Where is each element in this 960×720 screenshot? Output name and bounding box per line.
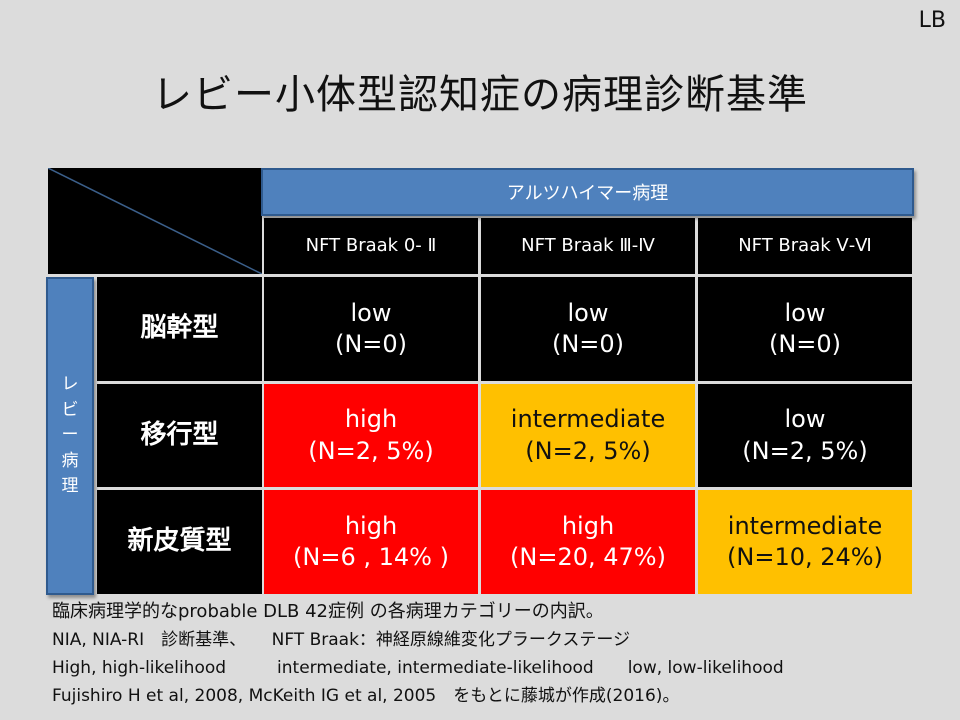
likelihood-level: low <box>567 298 609 327</box>
likelihood-level: intermediate <box>727 511 883 540</box>
likelihood-level: high <box>344 405 398 434</box>
likelihood-level: low <box>784 405 826 434</box>
likelihood-level: high <box>344 511 398 540</box>
case-count: (N=0) <box>768 330 842 358</box>
corner-tag: LB <box>918 8 946 33</box>
table-cell: low (N=0) <box>698 277 912 381</box>
table-cell: high (N=2, 5%) <box>264 384 478 487</box>
likelihood-level: low <box>784 298 826 327</box>
case-count: (N=20, 47%) <box>510 543 666 571</box>
footnote-line: 臨床病理学的なprobable DLB 42症例 の各病理カテゴリーの内訳。 <box>52 601 604 622</box>
case-count: (N=0) <box>334 330 408 358</box>
table-cell: intermediate (N=2, 5%) <box>481 384 695 487</box>
likelihood-level: high <box>561 511 615 540</box>
slide-title: レビー小体型認知症の病理診断基準 <box>152 72 808 118</box>
lewy-label-char: レ <box>61 374 79 395</box>
column-header-braak-5-6: NFT Braak Ⅴ-Ⅵ <box>698 218 912 274</box>
row-header-brainstem: 脳幹型 <box>97 277 262 381</box>
diagonal-line <box>48 168 262 274</box>
footnote-line: High, high-likelihood intermediate, inte… <box>52 658 784 678</box>
row-header-neocortical: 新皮質型 <box>97 490 262 594</box>
likelihood-level: low <box>350 298 392 327</box>
table-cell: intermediate (N=10, 24%) <box>698 490 912 594</box>
case-count: (N=2, 5%) <box>308 436 434 465</box>
case-count: (N=2, 5%) <box>525 436 651 465</box>
footnotes: 臨床病理学的なprobable DLB 42症例 の各病理カテゴリーの内訳。 N… <box>52 598 952 710</box>
case-count: (N=6 , 14% ) <box>293 543 449 571</box>
table-cell: low (N=0) <box>264 277 478 381</box>
case-count: (N=10, 24%) <box>727 543 883 571</box>
lewy-pathology-label: レ ビ ー 病 理 <box>46 277 94 595</box>
lewy-label-char: 病 <box>61 450 79 471</box>
footnote-line: Fujishiro H et al, 2008, McKeith IG et a… <box>52 686 680 706</box>
column-header-braak-3-4: NFT Braak Ⅲ-Ⅳ <box>481 218 695 274</box>
likelihood-level: intermediate <box>510 405 666 434</box>
row-header-transitional: 移行型 <box>97 384 262 487</box>
alzheimer-pathology-header: アルツハイマー病理 <box>261 168 914 216</box>
lewy-label-char: 理 <box>61 476 79 497</box>
table-cell: high (N=6 , 14% ) <box>264 490 478 594</box>
table-corner-cell <box>48 168 262 274</box>
table-cell: high (N=20, 47%) <box>481 490 695 594</box>
lewy-label-char: ー <box>61 425 79 446</box>
case-count: (N=2, 5%) <box>742 436 868 465</box>
table-cell: low (N=0) <box>481 277 695 381</box>
column-header-braak-0-2: NFT Braak 0- Ⅱ <box>264 218 478 274</box>
footnote-line: NIA, NIA-RI 診断基準、 NFT Braak：神経原線維変化プラークス… <box>52 630 631 650</box>
table-cell: low (N=2, 5%) <box>698 384 912 487</box>
case-count: (N=0) <box>551 330 625 358</box>
lewy-label-char: ビ <box>61 399 79 420</box>
